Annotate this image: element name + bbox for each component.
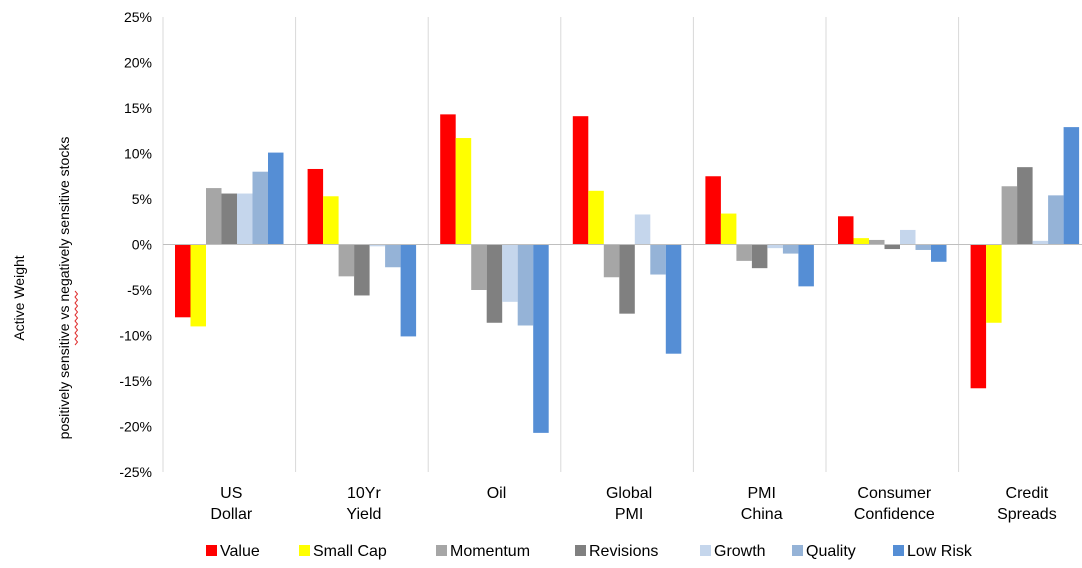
bar-momentum <box>206 188 222 245</box>
bar-revisions <box>354 244 370 296</box>
x-tick-label: PMI <box>615 506 643 523</box>
bar-low-risk <box>1063 127 1080 245</box>
bar-value <box>838 216 854 245</box>
legend-label: Value <box>220 543 260 560</box>
legend-swatch <box>299 545 310 556</box>
legend-label: Low Risk <box>907 543 973 560</box>
bar-value <box>705 176 721 245</box>
bar-momentum <box>338 244 355 277</box>
bar-small-cap <box>986 244 1002 323</box>
y-tick-labels: 25% 20% 15% 10% 5% 0% -5% -10% -15% -20% -25% <box>119 9 152 480</box>
bar-growth <box>237 193 253 245</box>
legend-label: Quality <box>806 543 856 560</box>
x-tick-label: Credit <box>1006 485 1049 502</box>
y-tick-label: -20% <box>119 419 152 435</box>
bar-growth <box>767 244 783 249</box>
x-tick-label: PMI <box>747 485 775 502</box>
y-tick-label: 20% <box>124 55 152 71</box>
x-tick-label: Yield <box>346 506 381 523</box>
bar-quality <box>1048 195 1064 245</box>
bar-small-cap <box>190 244 206 327</box>
x-tick-label: Global <box>606 485 652 502</box>
y-tick-label: -10% <box>119 328 152 344</box>
x-tick-label: Spreads <box>997 506 1057 523</box>
y-tick-label: -15% <box>119 373 152 389</box>
bar-revisions <box>486 244 503 323</box>
bar-momentum <box>471 244 487 290</box>
bar-value <box>440 114 456 245</box>
spellcheck-squiggle <box>74 290 79 346</box>
axis-layer <box>162 17 1082 472</box>
bar-revisions <box>751 244 768 269</box>
y-axis-sublabel: positively sensitive vs negatively sensi… <box>56 137 72 440</box>
bar-low-risk <box>665 244 682 354</box>
legend-label: Momentum <box>450 543 530 560</box>
x-tick-label: Consumer <box>857 485 931 502</box>
bar-low-risk <box>533 244 549 433</box>
bar-revisions <box>619 244 635 314</box>
bar-revisions <box>1017 167 1033 245</box>
bar-value <box>175 244 191 318</box>
legend-swatch <box>575 545 586 556</box>
y-tick-label: -5% <box>127 282 152 298</box>
bar-growth <box>900 229 916 245</box>
bar-quality <box>782 244 799 254</box>
bar-value <box>307 168 324 245</box>
bar-momentum <box>736 244 752 261</box>
x-tick-label: US <box>220 485 242 502</box>
y-tick-label: 0% <box>132 237 152 253</box>
bars-layer <box>175 114 1080 433</box>
x-tick-label: Dollar <box>210 506 252 523</box>
x-tick-label: China <box>741 506 783 523</box>
bar-growth <box>369 244 386 247</box>
bar-small-cap <box>323 196 339 245</box>
bar-low-risk <box>931 244 947 262</box>
y-tick-label: 15% <box>124 100 152 116</box>
bar-small-cap <box>588 190 604 245</box>
bar-revisions <box>884 244 900 250</box>
bar-small-cap <box>720 213 737 245</box>
legend-swatch <box>206 545 217 556</box>
legend-swatch <box>700 545 711 556</box>
bar-quality <box>650 244 666 275</box>
bar-quality <box>385 244 401 268</box>
x-tick-labels: US Dollar 10Yr Yield Oil Global PMI PMI China Con… <box>210 485 1056 523</box>
bar-momentum <box>869 239 885 245</box>
bar-value <box>970 244 987 389</box>
bar-quality <box>517 244 534 326</box>
bar-small-cap <box>853 238 869 245</box>
y-tick-label: 5% <box>132 191 152 207</box>
y-tick-label: 25% <box>124 9 152 25</box>
bar-momentum <box>1001 186 1018 245</box>
bar-quality <box>915 244 931 250</box>
bar-growth <box>634 214 651 245</box>
y-tick-label: 10% <box>124 146 152 162</box>
bar-value <box>572 116 589 245</box>
legend: Value Small Cap Momentum Revisions Growth Qua… <box>74 290 973 560</box>
y-tick-label: -25% <box>119 464 152 480</box>
legend-swatch <box>893 545 904 556</box>
bar-low-risk <box>798 244 814 287</box>
bar-small-cap <box>455 138 472 245</box>
legend-swatch <box>792 545 803 556</box>
x-tick-label: Confidence <box>854 506 935 523</box>
x-tick-label: 10Yr <box>347 485 381 502</box>
y-axis-label: Active Weight <box>11 255 27 340</box>
bar-growth <box>502 244 518 302</box>
legend-label: Growth <box>714 543 766 560</box>
bar-growth <box>1032 240 1049 245</box>
bar-low-risk <box>400 244 417 337</box>
legend-swatch <box>436 545 447 556</box>
bar-momentum <box>603 244 620 278</box>
legend-label: Small Cap <box>313 543 387 560</box>
legend-label: Revisions <box>589 543 658 560</box>
bar-low-risk <box>268 152 284 245</box>
bar-quality <box>252 171 268 245</box>
x-tick-label: Oil <box>487 485 507 502</box>
bar-revisions <box>221 193 237 245</box>
